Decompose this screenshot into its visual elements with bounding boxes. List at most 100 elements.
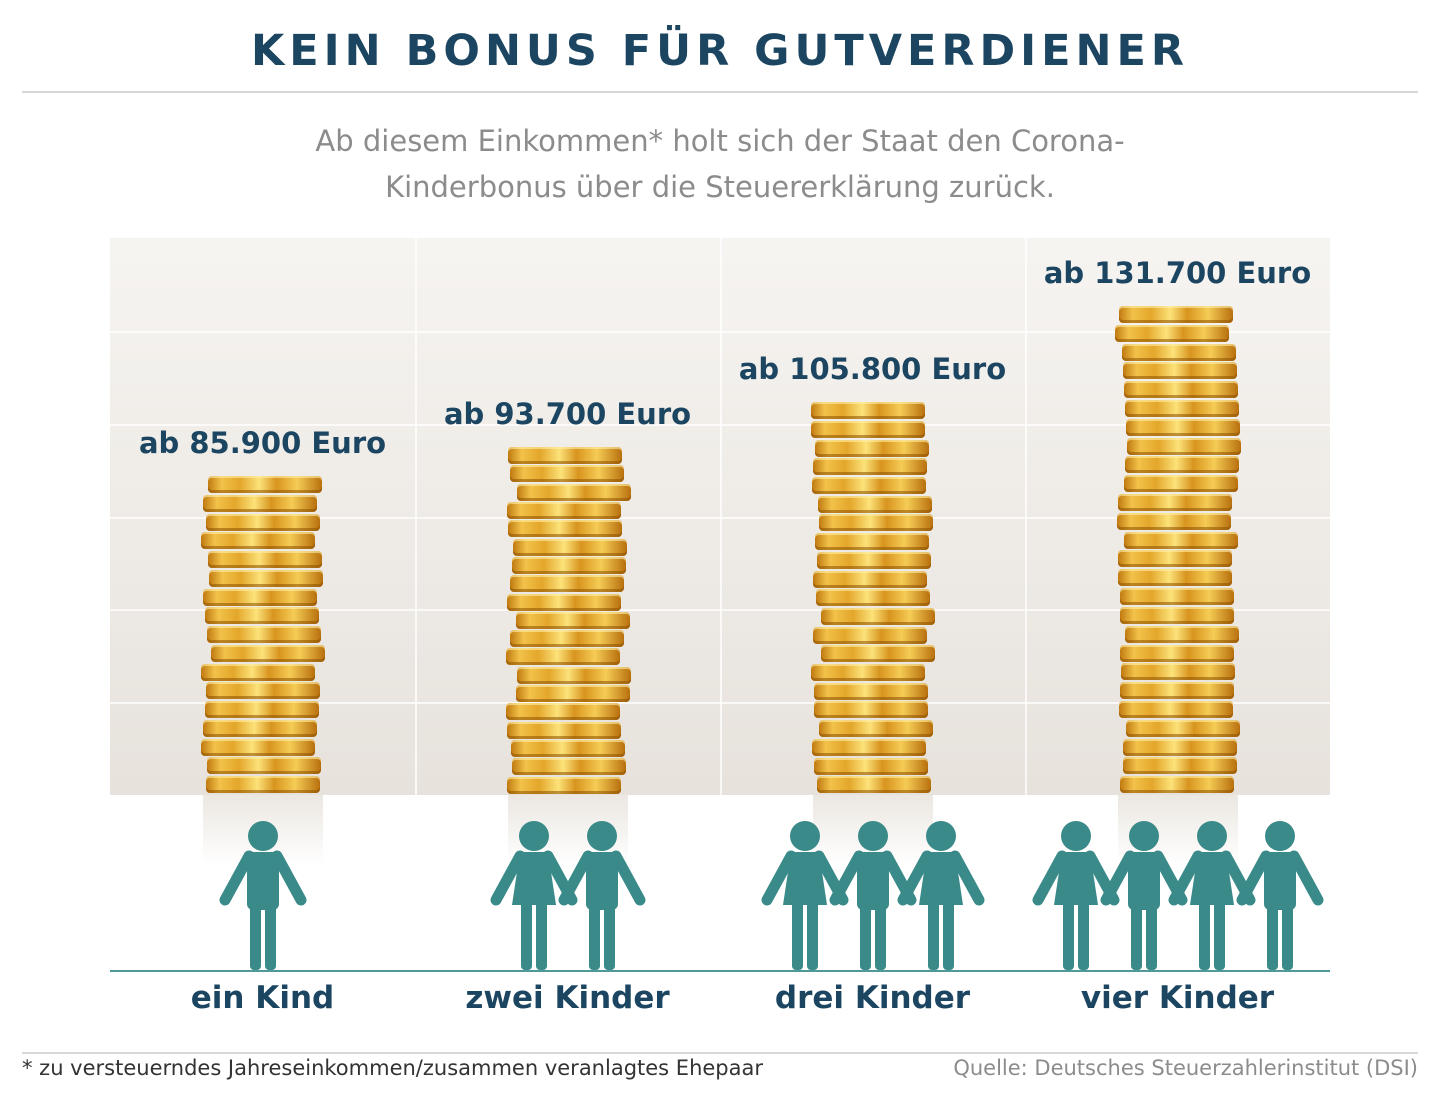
coin — [200, 663, 315, 681]
coin — [810, 664, 925, 682]
coin — [1114, 324, 1229, 342]
coin — [812, 570, 927, 588]
coin — [206, 626, 321, 644]
coin — [204, 701, 319, 719]
child-figures-icon — [1032, 821, 1323, 970]
coin — [820, 645, 935, 663]
coin — [1117, 569, 1232, 587]
coin-stack-bar — [110, 238, 1330, 795]
category-label: zwei Kinder — [465, 980, 670, 1016]
coin-stack-bar — [110, 238, 1330, 795]
child-icon — [897, 821, 984, 970]
coin — [210, 644, 325, 662]
coin — [811, 738, 926, 756]
coin — [818, 720, 933, 738]
coin — [813, 701, 928, 719]
subtitle-line-1: Ab diesem Einkommen* holt sich der Staat… — [315, 124, 1125, 158]
value-label: ab 85.900 Euro — [138, 426, 387, 461]
coin — [820, 607, 935, 625]
column-separator — [415, 238, 417, 795]
coin — [207, 551, 322, 569]
coin — [200, 738, 315, 756]
column-separator — [1025, 238, 1027, 795]
coin — [509, 465, 624, 483]
coin — [206, 757, 321, 775]
child-icon — [761, 821, 848, 970]
coin — [511, 556, 626, 574]
footnote: * zu versteuerndes Jahreseinkommen/zusam… — [22, 1056, 763, 1080]
coin — [1120, 663, 1235, 681]
coin — [506, 776, 621, 794]
footer-divider — [22, 1052, 1418, 1054]
coin — [1119, 588, 1234, 606]
coin — [814, 439, 929, 457]
coin — [202, 719, 317, 737]
child-figures-icon — [219, 821, 306, 970]
coin-stack-bar — [110, 238, 1330, 795]
coin — [1124, 625, 1239, 643]
coin — [516, 483, 631, 501]
value-label: ab 131.700 Euro — [1043, 255, 1312, 290]
child-icon — [1032, 821, 1119, 970]
coin — [1122, 738, 1237, 756]
coin — [816, 776, 931, 794]
coin — [509, 575, 624, 593]
value-label: ab 105.800 Euro — [738, 352, 1007, 387]
child-icon — [1168, 821, 1255, 970]
column-separator — [720, 238, 722, 795]
coin — [817, 495, 932, 513]
coin — [1117, 550, 1232, 568]
children-icon-group — [489, 820, 647, 972]
coin — [813, 757, 928, 775]
child-figures-icon — [761, 821, 984, 970]
coin — [512, 538, 627, 556]
category-label: ein Kind — [190, 980, 335, 1016]
coin — [204, 607, 319, 625]
coin — [506, 501, 621, 519]
coin — [811, 476, 926, 494]
coin — [509, 630, 624, 648]
coin — [1123, 475, 1238, 493]
coin — [812, 458, 927, 476]
coin — [1121, 343, 1236, 361]
child-icon — [829, 821, 916, 970]
coin — [1118, 305, 1233, 323]
coin — [515, 611, 630, 629]
coin — [1122, 362, 1237, 380]
coin — [818, 514, 933, 532]
coin — [812, 626, 927, 644]
coin — [1122, 757, 1237, 775]
coin — [1125, 418, 1240, 436]
coin — [507, 520, 622, 538]
coin — [1126, 437, 1241, 455]
subtitle-line-2: Kinderbonus über die Steuererklärung zur… — [385, 170, 1055, 204]
coin — [813, 682, 928, 700]
coin — [1119, 776, 1234, 794]
coin — [505, 703, 620, 721]
baseline — [110, 970, 1330, 972]
children-icon-group — [760, 820, 986, 972]
coin — [1119, 682, 1234, 700]
coin — [205, 682, 320, 700]
children-icon-group — [218, 820, 308, 972]
children-icon-group — [1031, 820, 1325, 972]
coin — [505, 648, 620, 666]
coin — [816, 551, 931, 569]
coin — [1123, 531, 1238, 549]
coin-stack-bar — [110, 238, 1330, 795]
coin — [510, 740, 625, 758]
coin — [1125, 719, 1240, 737]
coin — [202, 588, 317, 606]
plot-area — [110, 238, 1330, 795]
child-icon — [1236, 821, 1323, 970]
source-note: Quelle: Deutsches Steuerzahlerinstitut (… — [953, 1056, 1418, 1080]
coin — [208, 569, 323, 587]
coin — [1117, 494, 1232, 512]
coin — [1119, 606, 1234, 624]
coin — [507, 447, 622, 465]
coin — [1123, 381, 1238, 399]
coin — [1116, 512, 1231, 530]
coin — [814, 533, 929, 551]
coin — [200, 532, 315, 550]
child-figures-icon — [490, 821, 645, 970]
